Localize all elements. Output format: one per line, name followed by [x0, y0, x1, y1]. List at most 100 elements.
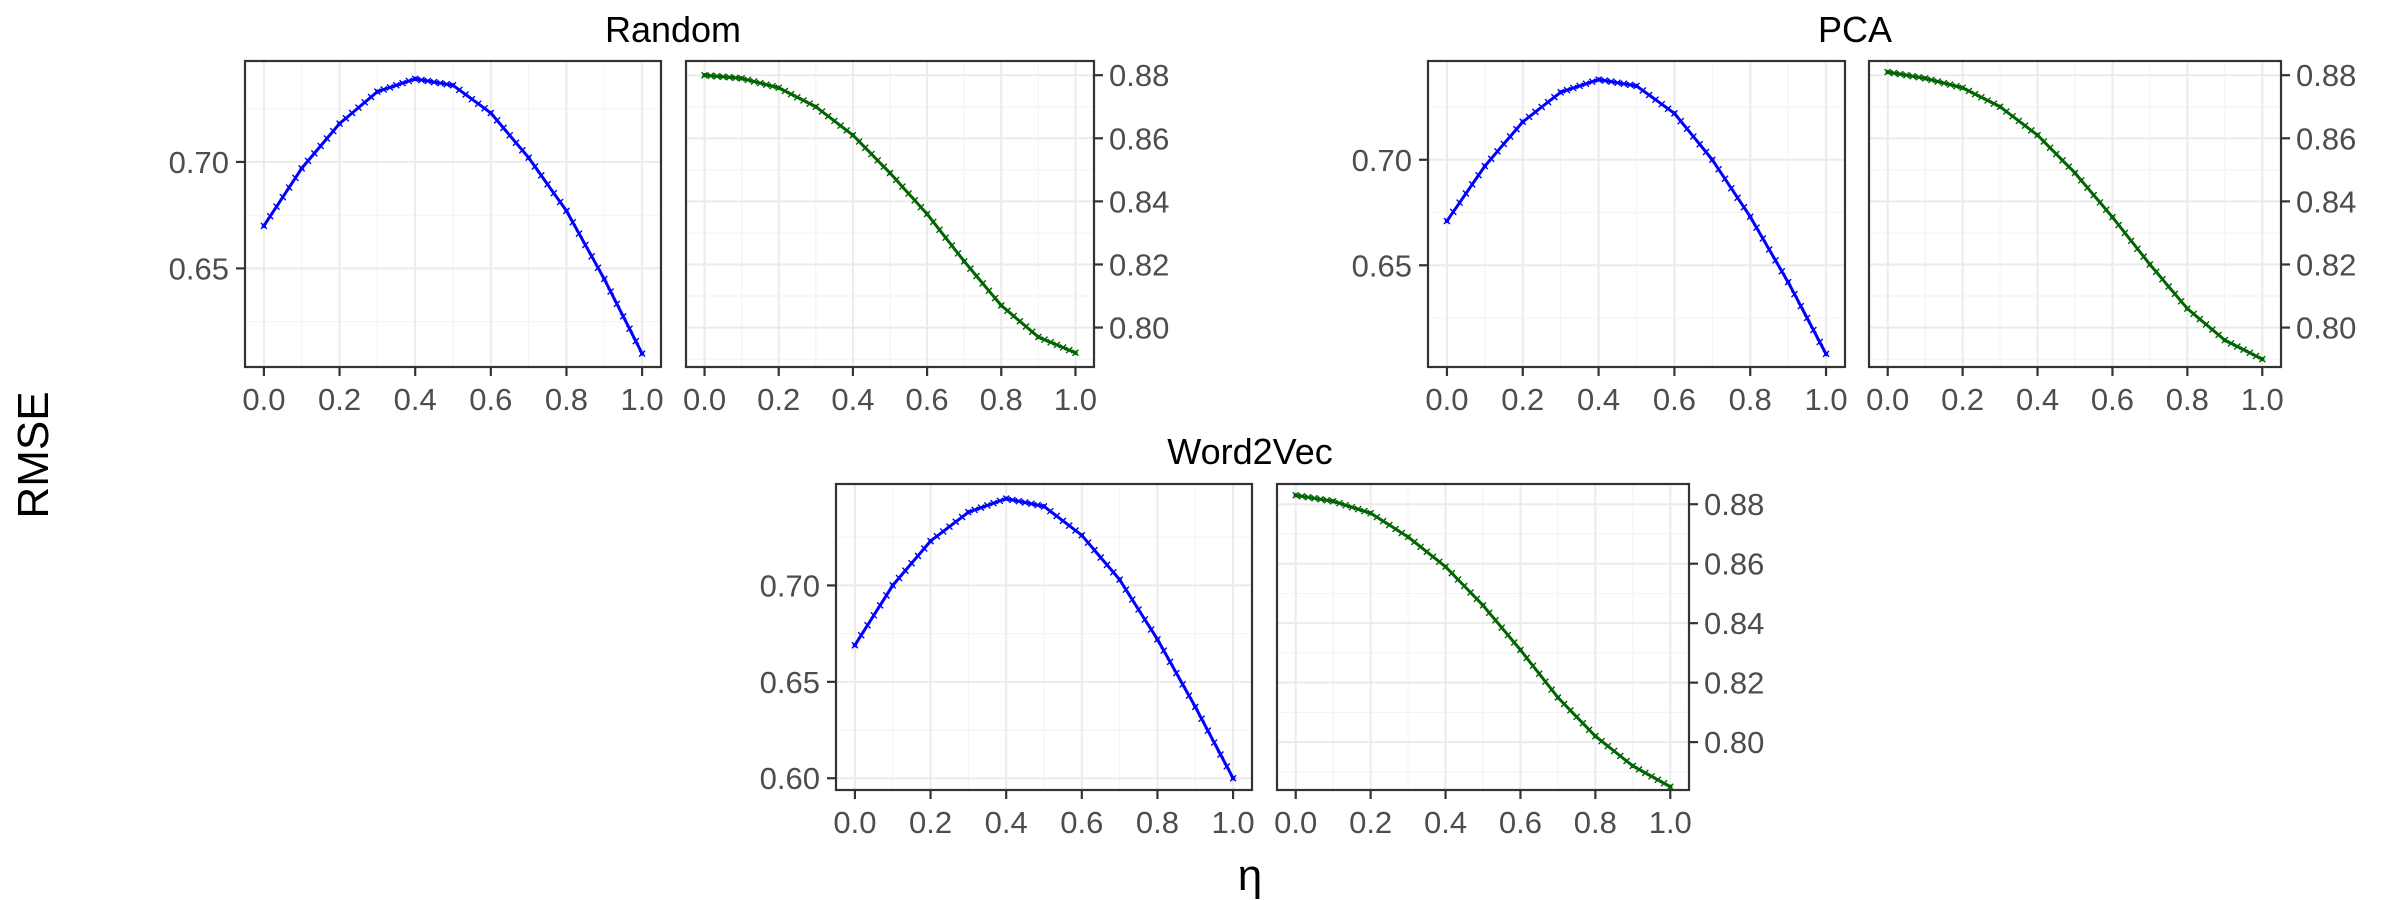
data-point	[2072, 170, 2078, 176]
marker-x	[1952, 82, 1960, 90]
marker-x	[1053, 512, 1061, 520]
x-tick-label: 0.4	[1424, 805, 1467, 840]
marker-x	[1529, 662, 1537, 670]
y-tick-label: 0.65	[169, 251, 229, 286]
data-point	[412, 76, 418, 82]
panel-right: 0.0 0.2 0.4 0.6 0.8 1.0 0.80 0.82 0.84 0.86 0.88	[683, 58, 1169, 417]
marker-x	[386, 83, 394, 91]
marker-x	[594, 264, 602, 272]
marker-x	[1607, 78, 1615, 86]
x-tick-label: 1.0	[1804, 382, 1847, 417]
y-tick-label: 0.84	[2296, 184, 2356, 219]
marker-x	[1702, 148, 1710, 156]
marker-x	[1946, 81, 1954, 89]
marker-x	[455, 86, 463, 94]
marker-x	[898, 183, 906, 191]
data-point	[299, 166, 304, 171]
marker-x	[769, 82, 777, 90]
data-point	[639, 351, 645, 356]
marker-x	[954, 249, 962, 257]
marker-x	[1560, 700, 1568, 708]
marker-x	[2127, 237, 2135, 245]
marker-x	[830, 117, 838, 125]
marker-x	[991, 294, 999, 302]
marker-x	[273, 203, 281, 211]
marker-x	[1576, 82, 1584, 90]
panel-right: 0.0 0.2 0.4 0.6 0.8 1.0 0.80 0.82 0.84 0.86 0.88	[1866, 58, 2356, 417]
panel-border	[684, 59, 1096, 369]
marker-x	[914, 552, 922, 560]
marker-x	[1772, 256, 1779, 264]
marker-x	[575, 230, 583, 238]
marker-x	[556, 198, 564, 206]
marker-x	[367, 93, 375, 101]
marker-x	[1010, 312, 1018, 320]
marker-x	[1610, 747, 1618, 755]
y-tick-label: 0.80	[1109, 311, 1169, 346]
panel-border	[243, 59, 663, 369]
marker-x	[1147, 625, 1155, 633]
marker-x	[1141, 615, 1149, 623]
marker-x	[613, 300, 621, 308]
x-tick-label: 0.8	[545, 382, 588, 417]
marker-x	[2202, 320, 2210, 328]
marker-x	[855, 137, 863, 145]
data-point	[602, 276, 607, 282]
marker-x	[323, 135, 331, 143]
marker-x	[1429, 553, 1437, 561]
series-markers	[1292, 491, 1674, 791]
marker-x	[2133, 245, 2141, 253]
marker-x	[2090, 191, 2098, 199]
marker-x	[1816, 338, 1824, 346]
marker-x	[2233, 343, 2241, 350]
marker-x	[2077, 176, 2085, 184]
marker-x	[468, 95, 476, 103]
x-tick-label: 1.0	[2241, 382, 2284, 417]
data-point	[1079, 533, 1085, 538]
marker-x	[1984, 96, 1992, 104]
marker-x	[1179, 680, 1187, 688]
panel-left: 0.0 0.2 0.4 0.6 0.8 1.0 0.60 0.65 0.70	[760, 482, 1255, 840]
marker-x	[1604, 742, 1612, 750]
data-point	[1003, 496, 1009, 501]
y-tick-label: 0.86	[1704, 547, 1764, 582]
marker-x	[2227, 339, 2235, 347]
marker-x	[1588, 78, 1596, 86]
data-point	[813, 104, 819, 109]
marker-x	[958, 513, 966, 521]
marker-x	[1506, 133, 1514, 141]
marker-x	[1809, 326, 1817, 334]
x-axis-title: η	[1238, 851, 1262, 900]
marker-x	[399, 79, 407, 87]
marker-x	[952, 518, 960, 526]
x-tick-label: 0.2	[1501, 382, 1544, 417]
marker-x	[588, 252, 596, 260]
data-point	[2035, 132, 2040, 138]
marker-x	[990, 499, 998, 507]
marker-x	[1185, 692, 1193, 700]
data-point	[999, 303, 1004, 308]
marker-x	[973, 272, 981, 280]
data-point	[1155, 637, 1160, 642]
marker-x	[1392, 525, 1400, 533]
marker-x	[1398, 529, 1406, 537]
marker-x	[2059, 156, 2067, 164]
marker-x	[1598, 737, 1606, 745]
marker-x	[436, 79, 444, 87]
x-tick-label: 0.0	[242, 382, 285, 417]
marker-x	[493, 116, 501, 124]
data-point	[966, 509, 971, 515]
marker-x	[756, 79, 764, 87]
marker-x	[1902, 71, 1910, 79]
x-tick-label: 0.6	[1653, 382, 1696, 417]
marker-x	[2015, 117, 2023, 125]
marker-x	[750, 78, 758, 86]
marker-x	[857, 631, 865, 639]
data-point	[1922, 76, 1928, 81]
marker-x	[1734, 194, 1742, 202]
marker-x	[799, 96, 807, 104]
data-point	[1443, 564, 1448, 569]
marker-x	[1008, 496, 1016, 504]
marker-x	[1635, 765, 1643, 773]
data-point	[1073, 350, 1078, 356]
